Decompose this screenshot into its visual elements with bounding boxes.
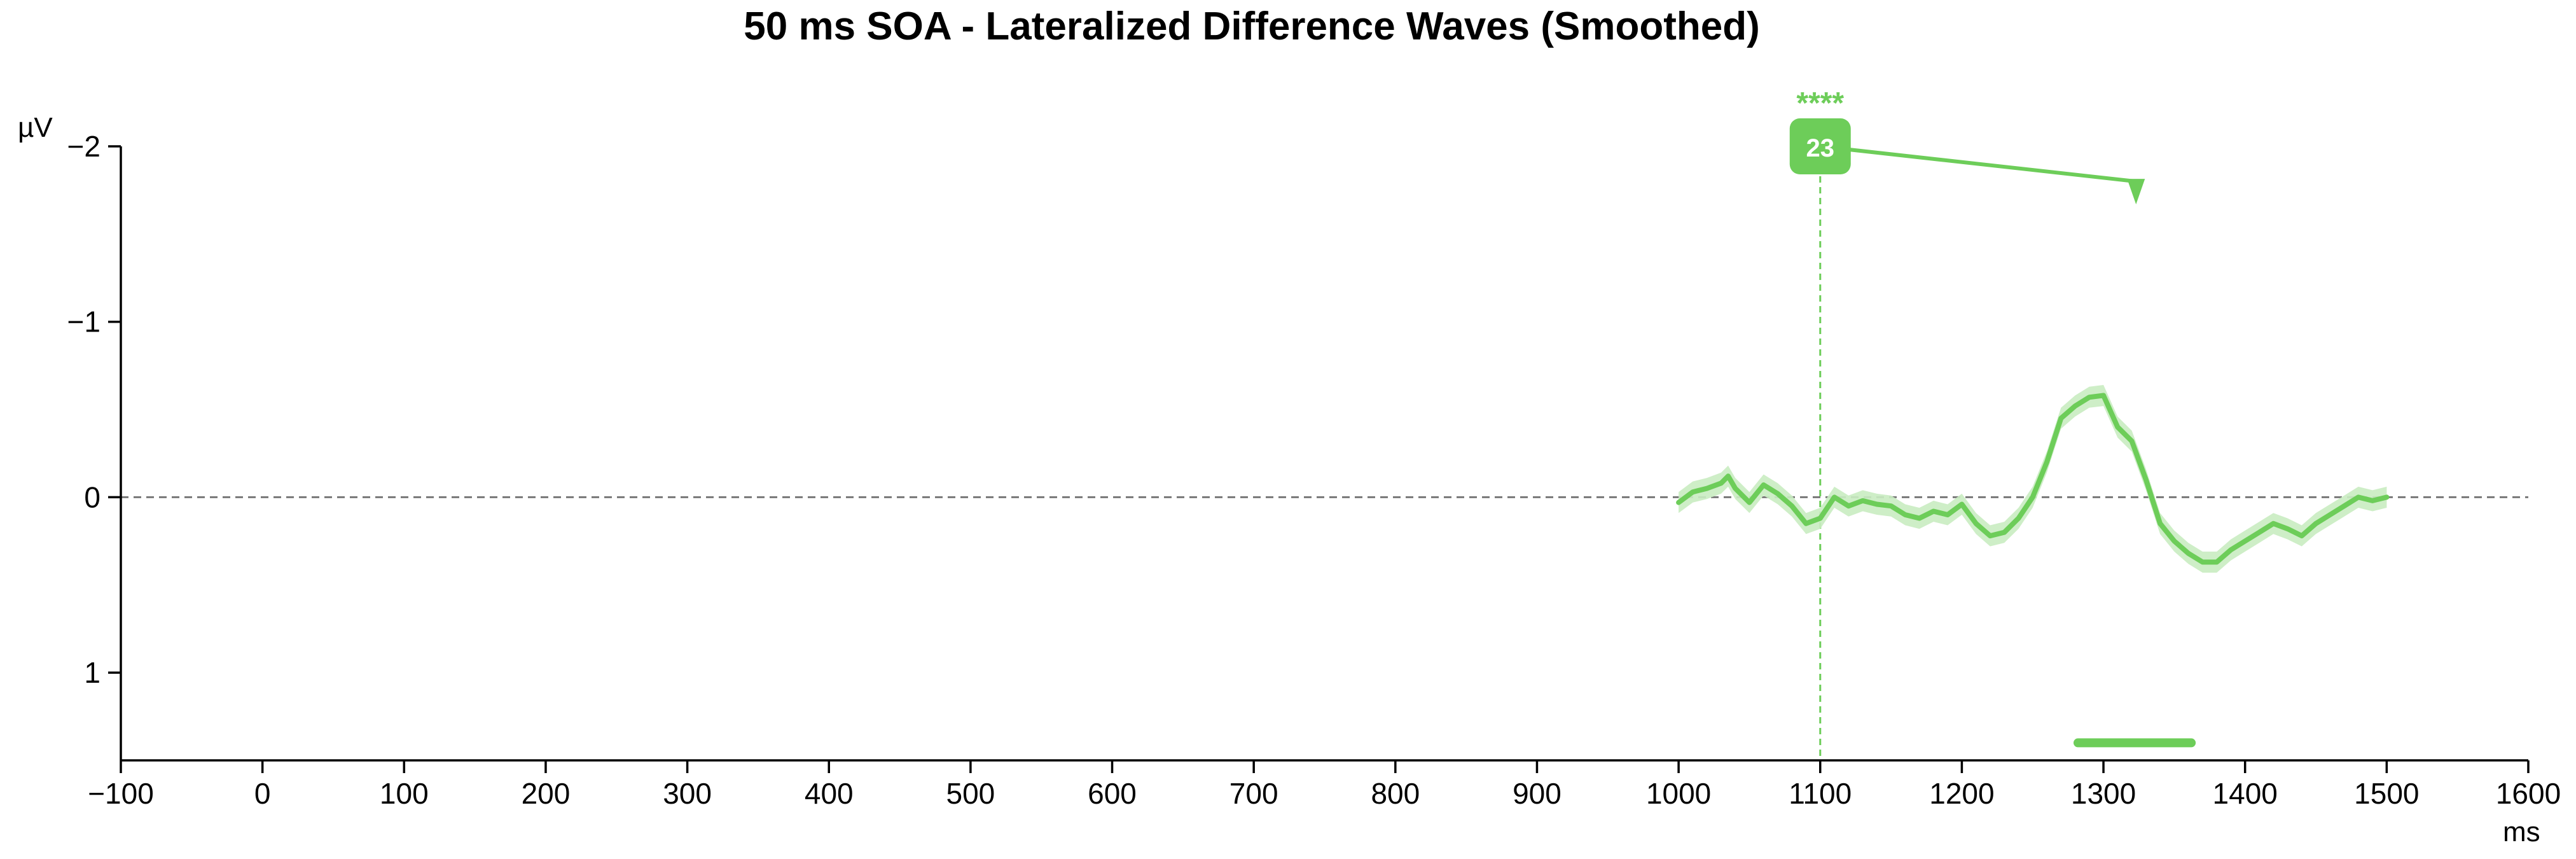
- y-tick-label: −2: [67, 130, 100, 163]
- x-tick-label: 800: [1371, 777, 1420, 810]
- x-tick-label: 1200: [1929, 777, 1994, 810]
- x-tick-label: 1600: [2496, 777, 2561, 810]
- chart-title: 50 ms SOA - Lateralized Difference Waves…: [744, 4, 1760, 48]
- peak-marker-triangle: [2127, 179, 2145, 205]
- onset-badge: [1789, 118, 1851, 174]
- confidence-band: [1679, 385, 2387, 573]
- y-tick-label: 1: [84, 656, 100, 689]
- x-tick-label: 0: [254, 777, 271, 810]
- x-tick-label: 900: [1513, 777, 1562, 810]
- x-tick-label: 1100: [1789, 777, 1852, 810]
- x-tick-label: 1400: [2213, 777, 2278, 810]
- difference-wave-line: [1676, 393, 2390, 565]
- x-tick-label: 600: [1088, 777, 1137, 810]
- x-tick-label: 1300: [2071, 777, 2136, 810]
- y-tick-label: −1: [67, 305, 100, 339]
- x-tick-label: 200: [522, 777, 571, 810]
- peak-pointer-line: [1820, 144, 2136, 184]
- x-tick-label: 1500: [2354, 777, 2419, 810]
- y-axis-label: µV: [18, 112, 53, 143]
- x-tick-label: 400: [805, 777, 854, 810]
- onset-badge-text: 23: [1806, 134, 1835, 162]
- plot-area: −2 −1 0 1 −100 0 100 200 300 400 500 600 700 800 900 10…: [67, 87, 2561, 810]
- x-tick-label: 300: [663, 777, 712, 810]
- x-tick-label: 100: [380, 777, 429, 810]
- x-tick-label: −100: [88, 777, 154, 810]
- y-tick-label: 0: [84, 480, 100, 513]
- x-tick-label: 700: [1229, 777, 1278, 810]
- significance-stars: ****: [1796, 87, 1844, 120]
- x-axis-label: ms: [2503, 816, 2540, 848]
- x-tick-label: 500: [946, 777, 995, 810]
- x-tick-label: 1000: [1646, 777, 1711, 810]
